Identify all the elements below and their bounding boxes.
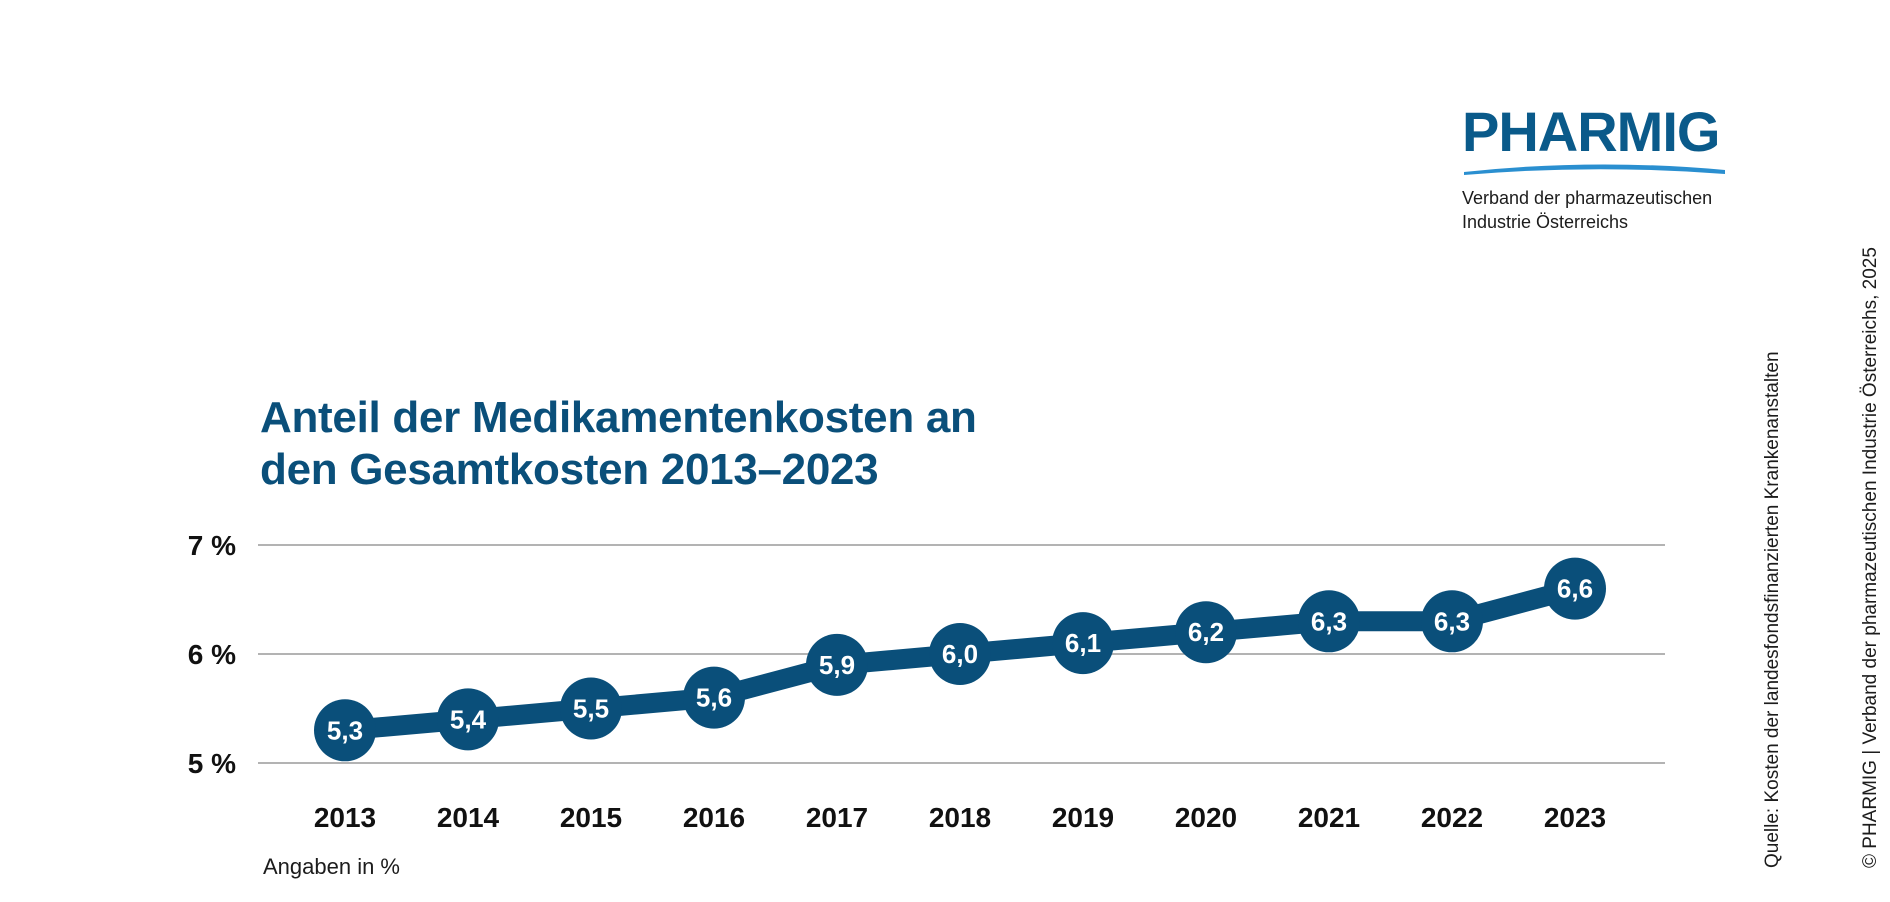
chart-title-line1: Anteil der Medikamentenkosten an bbox=[260, 393, 977, 442]
chart-title-line2: den Gesamtkosten 2013–2023 bbox=[260, 445, 879, 494]
y-tick-label: 6 % bbox=[188, 639, 236, 670]
logo-swoosh-icon bbox=[1464, 164, 1725, 175]
x-tick-label: 2021 bbox=[1298, 802, 1360, 833]
logo-subtitle: Verband der pharmazeutischen Industrie Ö… bbox=[1462, 186, 1727, 234]
data-label: 5,6 bbox=[696, 683, 732, 713]
data-label: 6,3 bbox=[1434, 606, 1470, 636]
x-tick-label: 2017 bbox=[806, 802, 868, 833]
pharmig-logo: PHARMIG Verband der pharmazeutischen Ind… bbox=[1462, 104, 1727, 234]
x-tick-label: 2020 bbox=[1175, 802, 1237, 833]
logo-subtitle-line2: Industrie Österreichs bbox=[1462, 212, 1629, 232]
chart-title: Anteil der Medikamentenkosten an den Ges… bbox=[260, 392, 977, 496]
data-label: 6,1 bbox=[1065, 628, 1101, 658]
unit-note: Angaben in % bbox=[263, 854, 400, 879]
data-point-2016 bbox=[683, 666, 745, 729]
data-label: 6,6 bbox=[1557, 574, 1593, 604]
source-text: Quelle: Kosten der landesfondsfinanziert… bbox=[1762, 351, 1783, 868]
x-tick-label: 2013 bbox=[314, 802, 376, 833]
data-label: 5,5 bbox=[573, 694, 609, 724]
data-point-2014 bbox=[437, 688, 499, 751]
data-label: 5,9 bbox=[819, 650, 855, 680]
x-tick-label: 2022 bbox=[1421, 802, 1483, 833]
data-point-2020 bbox=[1175, 601, 1237, 664]
x-tick-label: 2023 bbox=[1544, 802, 1606, 833]
data-label: 6,3 bbox=[1311, 606, 1347, 636]
y-tick-label: 5 % bbox=[188, 748, 236, 779]
data-point-2021 bbox=[1298, 590, 1360, 653]
copyright-text: © PHARMIG | Verband der pharmazeutischen… bbox=[1860, 247, 1881, 868]
x-tick-label: 2015 bbox=[560, 802, 622, 833]
data-point-2015 bbox=[560, 677, 622, 740]
data-label: 6,2 bbox=[1188, 617, 1224, 647]
data-point-2018 bbox=[929, 623, 991, 685]
logo-subtitle-line1: Verband der pharmazeutischen bbox=[1462, 188, 1713, 208]
x-tick-label: 2018 bbox=[929, 802, 991, 833]
logo-wordmark: PHARMIG bbox=[1462, 100, 1720, 163]
data-point-2023 bbox=[1544, 557, 1606, 620]
x-tick-label: 2016 bbox=[683, 802, 745, 833]
data-point-2019 bbox=[1052, 612, 1114, 675]
x-tick-label: 2019 bbox=[1052, 802, 1114, 833]
data-point-2017 bbox=[806, 633, 868, 696]
data-point-2022 bbox=[1421, 590, 1483, 653]
y-tick-label: 7 % bbox=[188, 530, 236, 561]
data-label: 5,4 bbox=[450, 704, 487, 734]
data-label: 6,0 bbox=[942, 639, 978, 669]
data-point-2013 bbox=[314, 699, 376, 762]
x-tick-label: 2014 bbox=[437, 802, 500, 833]
data-label: 5,3 bbox=[327, 715, 363, 745]
